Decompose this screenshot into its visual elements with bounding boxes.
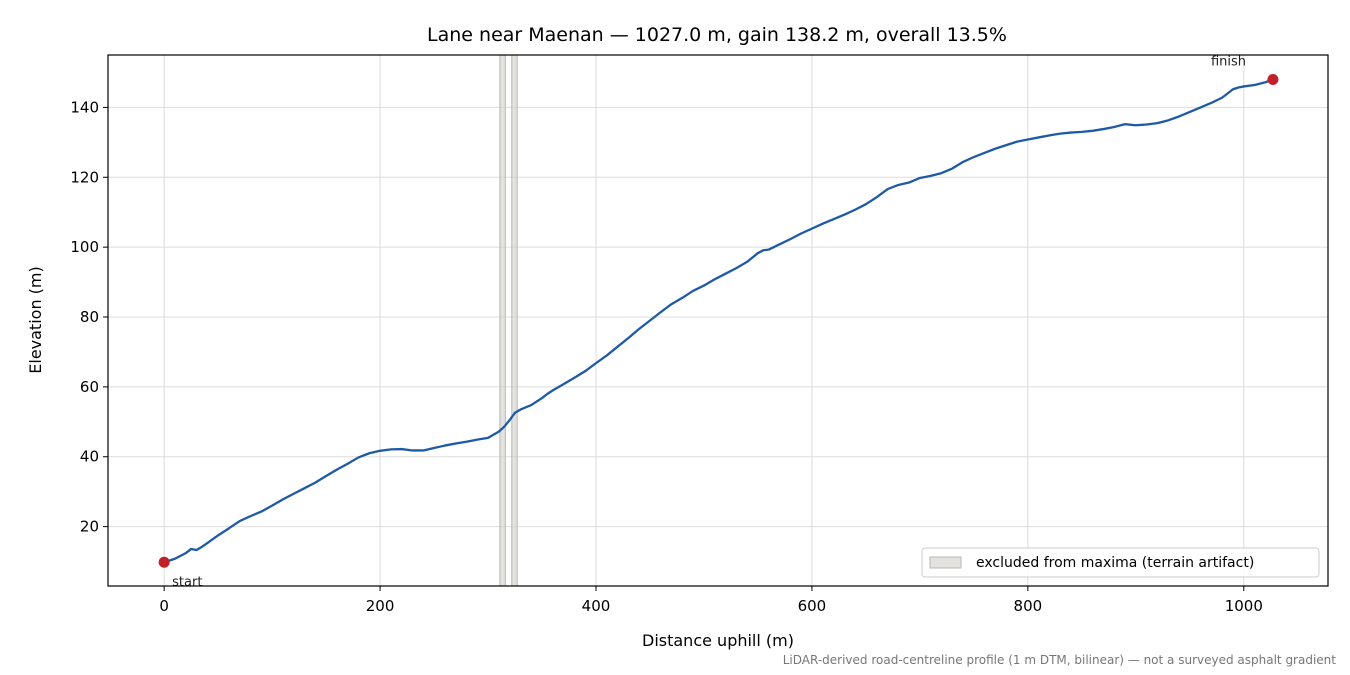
y-tick-label: 100 bbox=[70, 238, 99, 256]
y-tick-label: 40 bbox=[80, 448, 99, 466]
y-tick-label: 140 bbox=[70, 98, 99, 116]
y-tick-label: 120 bbox=[70, 168, 99, 186]
start-marker bbox=[158, 556, 170, 568]
excluded-band bbox=[511, 54, 518, 587]
finish-marker bbox=[1267, 73, 1279, 85]
plot-frame bbox=[107, 54, 1329, 587]
finish-label: finish bbox=[1211, 54, 1246, 69]
y-tick-label: 60 bbox=[80, 378, 99, 396]
footnote: LiDAR-derived road-centreline profile (1… bbox=[783, 653, 1337, 667]
excluded-band bbox=[499, 54, 506, 587]
excluded-bands bbox=[499, 54, 518, 587]
x-tick-label: 0 bbox=[159, 597, 169, 615]
elevation-line bbox=[163, 78, 1274, 564]
legend-swatch bbox=[929, 556, 962, 569]
start-label: start bbox=[172, 575, 202, 590]
markers: start finish bbox=[158, 54, 1279, 590]
grid bbox=[108, 55, 1328, 586]
y-axis-ticks: 20 40 60 80 100 120 140 bbox=[70, 98, 108, 536]
x-axis-ticks: 0 200 400 600 800 1000 bbox=[159, 586, 1263, 615]
x-tick-label: 1000 bbox=[1225, 597, 1263, 615]
y-axis-label: Elevation (m) bbox=[26, 266, 45, 373]
y-tick-label: 20 bbox=[80, 518, 99, 536]
legend-box bbox=[921, 547, 1320, 578]
legend: excluded from maxima (terrain artifact) bbox=[921, 547, 1320, 578]
legend-label: excluded from maxima (terrain artifact) bbox=[976, 555, 1254, 571]
x-tick-label: 200 bbox=[366, 597, 395, 615]
series-layer bbox=[163, 78, 1274, 564]
x-tick-label: 600 bbox=[798, 597, 827, 615]
chart-title: Lane near Maenan — 1027.0 m, gain 138.2 … bbox=[427, 24, 1007, 46]
x-tick-label: 400 bbox=[582, 597, 611, 615]
x-axis-label: Distance uphill (m) bbox=[642, 631, 794, 650]
y-tick-label: 80 bbox=[80, 308, 99, 326]
x-tick-label: 800 bbox=[1014, 597, 1043, 615]
